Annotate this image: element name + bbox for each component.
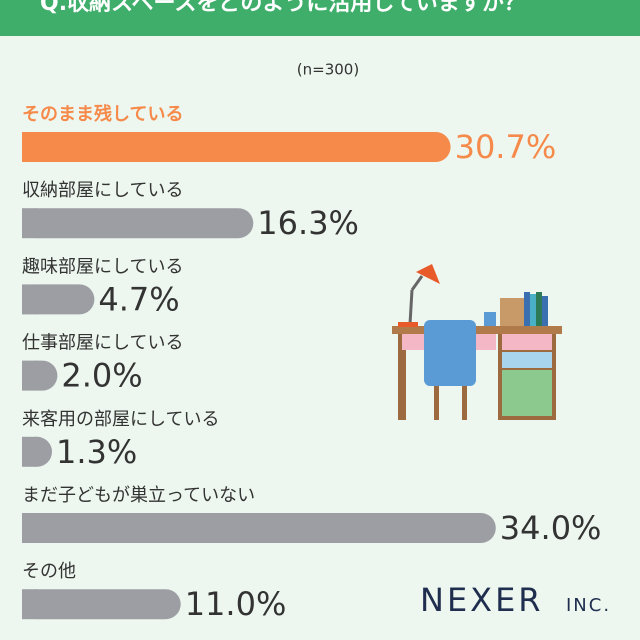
value-label: 16.3%: [257, 204, 359, 242]
logo-suffix: INC.: [566, 595, 611, 616]
header: [0, 0, 640, 36]
value-label: 1.3%: [56, 433, 137, 471]
category-label: その他: [22, 561, 76, 582]
logo-name: NEXER: [420, 581, 544, 619]
category-label: そのまま残している: [22, 103, 183, 125]
bar: [22, 589, 181, 620]
category-label: 来客用の部屋にしている: [22, 409, 219, 430]
bar-start: [22, 208, 37, 239]
bar: [22, 284, 95, 315]
bar-start: [22, 513, 37, 543]
value-label: 30.7%: [455, 128, 557, 166]
category-label: 趣味部屋にしている: [22, 256, 183, 277]
bar-start: [22, 284, 37, 315]
category-label: 仕事部屋にしている: [22, 333, 183, 354]
value-label: 4.7%: [98, 280, 179, 318]
bar: [22, 513, 496, 543]
category-label: まだ子どもが巣立っていない: [22, 485, 255, 506]
bar-start: [22, 436, 37, 467]
value-label: 2.0%: [61, 357, 142, 395]
value-label: 34.0%: [500, 509, 602, 547]
category-label: 収納部屋にしている: [22, 180, 183, 201]
bar: [22, 132, 451, 162]
bar-start: [22, 132, 37, 162]
chart-title: Q.収納スペースをどのように活用していますか？: [40, 0, 526, 16]
bar-start: [22, 589, 37, 620]
desk-illustration: [392, 264, 562, 420]
subtitle: (n=300): [297, 61, 359, 79]
bar-start: [22, 360, 37, 391]
value-label: 11.0%: [185, 585, 287, 623]
bar: [22, 208, 254, 239]
